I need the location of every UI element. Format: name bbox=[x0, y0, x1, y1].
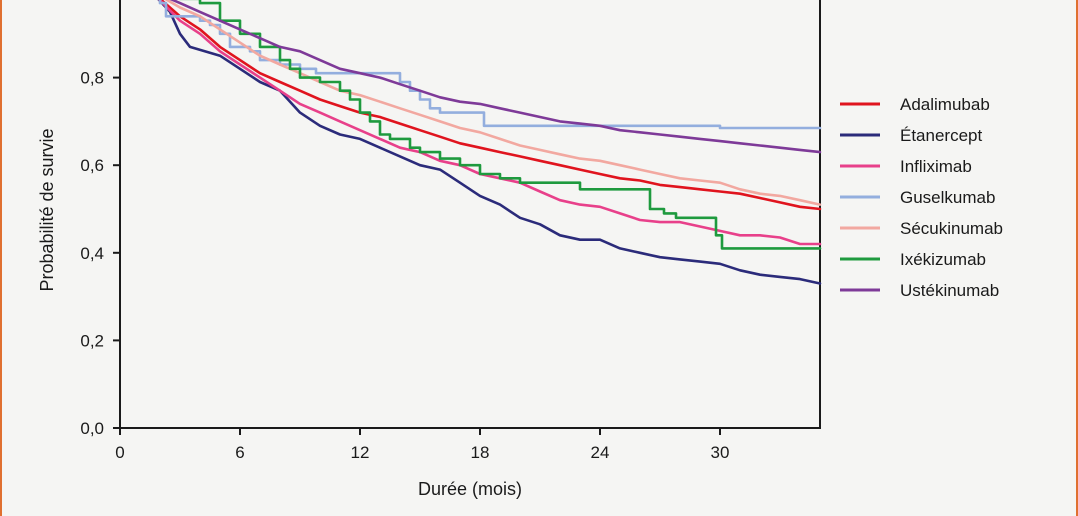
series-line-2 bbox=[157, 0, 822, 246]
y-tick-label-1: 0,2 bbox=[80, 331, 104, 350]
legend-label-3: Guselkumab bbox=[900, 188, 995, 207]
x-tick-label-4: 24 bbox=[591, 443, 610, 462]
y-tick-label-4: 0,8 bbox=[80, 69, 104, 88]
series-line-0 bbox=[159, 0, 822, 211]
legend-label-6: Ustékinumab bbox=[900, 281, 999, 300]
x-tick-label-2: 12 bbox=[351, 443, 370, 462]
series-line-4 bbox=[164, 0, 822, 206]
series-line-1 bbox=[157, 0, 822, 285]
plot-area-border bbox=[119, 0, 821, 429]
x-tick-label-3: 18 bbox=[471, 443, 490, 462]
legend-label-5: Ixékizumab bbox=[900, 250, 986, 269]
series-lines bbox=[157, 0, 822, 285]
y-tick-label-0: 0,0 bbox=[80, 419, 104, 438]
legend-label-2: Infliximab bbox=[900, 157, 972, 176]
x-tick-label-1: 6 bbox=[235, 443, 244, 462]
y-axis: 0,00,20,40,60,81,0 bbox=[80, 69, 120, 438]
y-tick-label-2: 0,4 bbox=[80, 244, 104, 263]
legend-label-4: Sécukinumab bbox=[900, 219, 1003, 238]
legend-label-0: Adalimubab bbox=[900, 95, 990, 114]
x-tick-label-5: 30 bbox=[711, 443, 730, 462]
x-axis: 0 6 12 18 24 30 bbox=[115, 428, 729, 462]
series-line-6 bbox=[169, 0, 822, 154]
legend-label-1: Étanercept bbox=[900, 126, 982, 145]
legend: Adalimubab Étanercept Infliximab Guselkumab… bbox=[840, 95, 1003, 300]
y-axis-title: Probabilité de survie bbox=[37, 128, 57, 291]
x-tick-label-0: 0 bbox=[115, 443, 124, 462]
y-tick-label-3: 0,6 bbox=[80, 156, 104, 175]
x-axis-title: Durée (mois) bbox=[418, 479, 522, 499]
series-line-3 bbox=[158, 0, 822, 130]
series-line-5 bbox=[179, 0, 822, 250]
